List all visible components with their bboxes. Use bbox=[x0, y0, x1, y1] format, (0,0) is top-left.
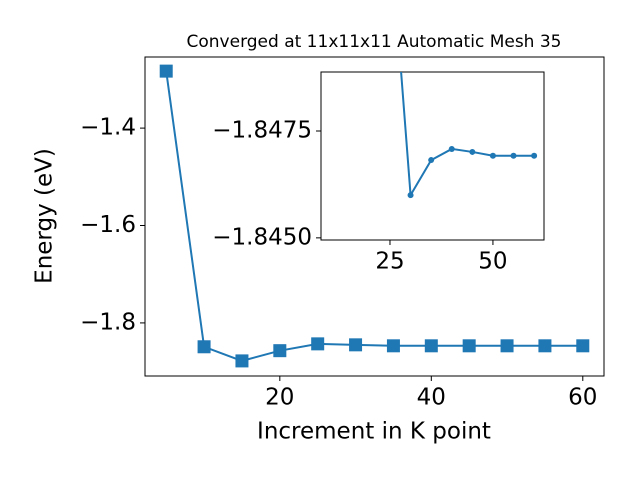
y-axis-label: Energy (eV) bbox=[32, 148, 58, 284]
marker bbox=[407, 192, 414, 199]
y-tick-label: −1.8 bbox=[80, 309, 136, 335]
marker bbox=[424, 339, 438, 353]
marker bbox=[469, 148, 476, 155]
axes-frame bbox=[320, 71, 545, 241]
plot-area bbox=[400, 72, 538, 199]
y-tick-label: −1.8475 bbox=[212, 117, 312, 143]
marker bbox=[462, 339, 476, 353]
x-tick-label: 60 bbox=[568, 385, 597, 411]
y-tick-label: −1.8450 bbox=[212, 224, 312, 250]
x-tick-label: 40 bbox=[417, 385, 446, 411]
x-axis-label: Increment in K point bbox=[257, 419, 491, 445]
marker bbox=[576, 339, 590, 353]
marker bbox=[273, 344, 287, 358]
y-tick-label: −1.6 bbox=[80, 212, 136, 238]
marker bbox=[197, 340, 211, 354]
marker bbox=[311, 337, 325, 351]
marker bbox=[159, 64, 173, 78]
x-tick-label: 50 bbox=[478, 249, 507, 275]
plot-area bbox=[159, 64, 590, 368]
marker bbox=[538, 339, 552, 353]
marker bbox=[448, 145, 455, 152]
marker bbox=[428, 157, 435, 164]
axes-frame bbox=[144, 56, 605, 377]
chart-title: Converged at 11x11x11 Automatic Mesh 35 bbox=[187, 32, 562, 52]
marker bbox=[235, 354, 249, 368]
x-tick-label: 20 bbox=[265, 385, 294, 411]
marker bbox=[531, 152, 538, 159]
y-tick-label: −1.4 bbox=[80, 115, 136, 141]
marker bbox=[500, 339, 514, 353]
marker bbox=[349, 338, 363, 352]
marker bbox=[489, 152, 496, 159]
marker bbox=[510, 152, 517, 159]
series-line bbox=[400, 72, 535, 199]
x-tick-label: 25 bbox=[375, 249, 404, 275]
marker bbox=[386, 339, 400, 353]
